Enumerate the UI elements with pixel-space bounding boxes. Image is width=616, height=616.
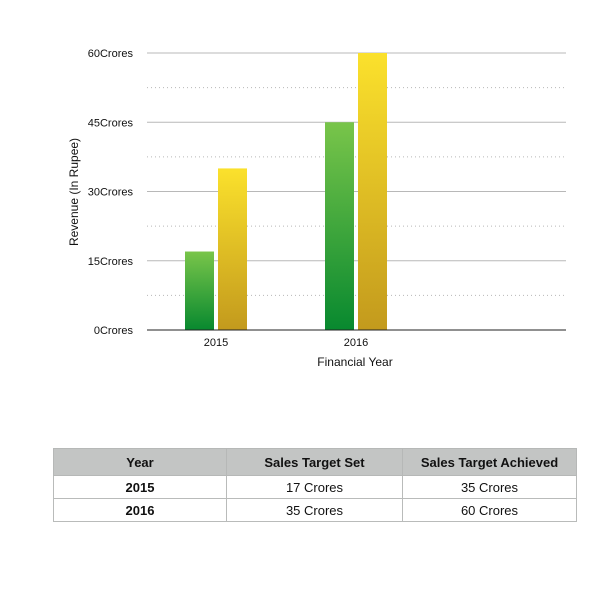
table-header-row: Year Sales Target Set Sales Target Achie… xyxy=(53,448,577,476)
row-sales-target-achieved: 60 Crores xyxy=(402,498,577,522)
x-tick-label: 2015 xyxy=(204,337,228,349)
bars xyxy=(185,53,387,330)
y-tick-label: 30Crores xyxy=(88,187,134,199)
y-tick-label: 45Crores xyxy=(88,117,134,129)
y-tick-label: 60Crores xyxy=(88,48,134,60)
row-sales-target-achieved: 35 Crores xyxy=(402,475,577,499)
header-year: Year xyxy=(53,448,227,476)
bar xyxy=(218,168,247,330)
row-sales-target-set: 17 Crores xyxy=(226,475,403,499)
x-tick-labels: 2015 2016 xyxy=(204,337,368,349)
x-axis-label: Financial Year xyxy=(317,355,392,369)
bar xyxy=(185,251,214,330)
row-year: 2015 xyxy=(53,475,227,499)
grid-lines xyxy=(147,52,566,296)
x-tick-label: 2016 xyxy=(344,337,368,349)
revenue-bar-chart: 0Crores15Crores30Crores45Crores60Crores … xyxy=(67,48,566,369)
row-year: 2016 xyxy=(53,498,227,522)
bar xyxy=(358,53,387,330)
sales-table: Year Sales Target Set Sales Target Achie… xyxy=(53,448,577,522)
header-sales-target-achieved: Sales Target Achieved xyxy=(402,448,577,476)
table-row: 2015 17 Crores 35 Crores xyxy=(53,475,577,499)
header-sales-target-set: Sales Target Set xyxy=(226,448,403,476)
row-sales-target-set: 35 Crores xyxy=(226,498,403,522)
bar xyxy=(325,122,354,330)
y-tick-label: 0Crores xyxy=(94,325,134,337)
y-axis-label: Revenue (In Rupee) xyxy=(67,138,81,246)
y-tick-label: 15Crores xyxy=(88,256,134,268)
table-row: 2016 35 Crores 60 Crores xyxy=(53,498,577,522)
y-tick-labels: 0Crores 15Crores 30Crores 45Crores 60Crores xyxy=(88,48,134,337)
